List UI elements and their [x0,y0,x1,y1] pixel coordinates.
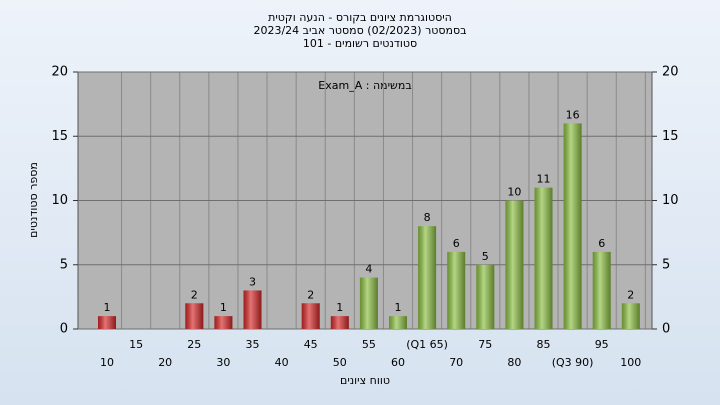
data-label: 8 [424,211,431,224]
annotation: Exam_A : במשימה [318,79,411,92]
y-tick-label: 5 [60,257,68,272]
x-tick-label: (Q3 90) [552,356,594,369]
bar-shade [534,187,553,329]
bar-shade [214,316,233,329]
bar-shade [563,123,582,330]
y2-tick-label: 10 [662,193,679,208]
x-axis-label: טווח ציונים [340,374,390,387]
x-tick-label: 20 [158,356,172,369]
title-line: היסטוגרמת ציונים בקורס - הנעה וקטית [268,11,452,24]
data-label: 1 [104,301,111,314]
x-tick-label: (Q1 65) [406,338,448,351]
y2-tick-label: 20 [662,65,679,80]
data-label: 10 [507,186,521,199]
x-tick-label: 40 [275,356,289,369]
x-tick-label: 15 [129,338,143,351]
x-tick-label: 80 [507,356,521,369]
bar-shade [389,316,407,329]
y-tick-label: 10 [51,193,68,208]
title-line: בסמסטר (02/2023) סמסטר אביב 2023/24 [253,24,466,37]
data-label: 3 [249,275,256,288]
y2-tick-label: 0 [662,322,670,337]
x-tick-label: 45 [304,338,318,351]
x-tick-label: 55 [362,338,376,351]
bar-shade [505,200,524,329]
x-tick-label: 75 [478,338,492,351]
y2-tick-label: 15 [662,129,679,144]
x-tick-label: 85 [537,338,551,351]
x-tick-label: 100 [620,356,641,369]
x-tick-label: 70 [449,356,463,369]
y-tick-label: 0 [60,322,68,337]
bar-shade [592,251,611,329]
bar-shade [418,226,437,329]
data-label: 5 [482,250,489,263]
data-label: 1 [220,301,227,314]
data-label: 2 [191,288,198,301]
bar-shade [621,303,640,329]
data-label: 4 [365,263,372,276]
y-tick-label: 20 [51,65,68,80]
data-label: 16 [566,108,580,121]
data-label: 6 [453,237,460,250]
bar-shade [243,290,262,329]
bar-shade [185,303,204,329]
y-tick-label: 15 [51,129,68,144]
x-tick-label: 95 [595,338,609,351]
bar-shade [476,264,495,329]
bar-shade [301,303,320,329]
x-tick-label: 60 [391,356,405,369]
data-label: 6 [598,237,605,250]
y2-tick-label: 5 [662,257,670,272]
x-tick-label: 35 [246,338,260,351]
x-tick-label: 25 [187,338,201,351]
data-label: 2 [307,288,314,301]
x-tick-label: 10 [100,356,114,369]
data-label: 2 [627,288,634,301]
x-tick-label: 30 [216,356,230,369]
data-label: 1 [395,301,402,314]
x-tick-label: 50 [333,356,347,369]
bar-shade [447,251,466,329]
data-label: 11 [537,173,551,186]
title-line: סטודנטים רשומים - 101 [303,37,417,50]
data-label: 1 [336,301,343,314]
bar-shade [98,316,116,329]
bar-shade [330,316,349,329]
bar-shade [359,277,378,329]
y-axis-label: מספר סטודנטים [27,162,40,238]
